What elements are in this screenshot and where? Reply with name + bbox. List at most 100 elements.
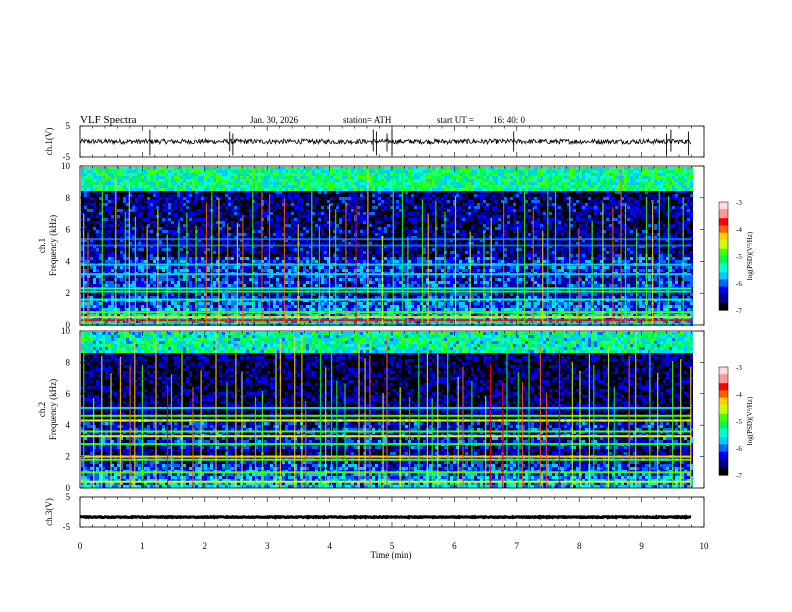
spectrogram-cell xyxy=(246,296,249,299)
spectrogram-cell xyxy=(351,230,354,233)
spectrogram-cell xyxy=(336,266,339,269)
spectrogram-cell xyxy=(96,266,99,269)
spectrogram-cell xyxy=(279,281,282,284)
spectrogram-cell xyxy=(180,305,183,308)
spectrogram-cell xyxy=(303,293,306,296)
spectrogram-cell xyxy=(84,239,87,242)
spectrogram-cell xyxy=(315,302,318,305)
spectrogram-cell xyxy=(150,203,153,206)
spectrogram-cell xyxy=(120,227,123,230)
spectrogram-cell xyxy=(309,224,312,227)
spectrogram-cell xyxy=(252,212,255,215)
spectrogram-cell xyxy=(330,194,333,197)
spectrogram-cell xyxy=(183,314,186,317)
spectrogram-cell xyxy=(120,212,123,215)
spectrogram-cell xyxy=(219,251,222,254)
spectrogram-cell xyxy=(126,224,129,227)
spectrogram-cell xyxy=(171,242,174,245)
spectrogram-cell xyxy=(294,200,297,203)
spectrogram-cell xyxy=(126,197,129,200)
spectrogram-cell xyxy=(192,293,195,296)
spectrogram-cell xyxy=(99,218,102,221)
spectrogram-cell xyxy=(216,302,219,305)
spectrogram-cell xyxy=(270,248,273,251)
spectrogram-cell xyxy=(183,188,186,191)
spectrogram-cell xyxy=(240,266,243,269)
spectrogram-cell xyxy=(288,233,291,236)
spectrogram-cell xyxy=(336,209,339,212)
spectrogram-cell xyxy=(108,308,111,311)
spectrogram-cell xyxy=(285,227,288,230)
spectrogram-cell xyxy=(327,218,330,221)
spectrogram-cell xyxy=(162,269,165,272)
spectrogram-cell xyxy=(201,197,204,200)
spectrogram-cell xyxy=(171,281,174,284)
spectrogram-cell xyxy=(201,242,204,245)
spectrogram-cell xyxy=(162,218,165,221)
spectrogram-cell xyxy=(240,317,243,320)
spectrogram-cell xyxy=(135,206,138,209)
spectrogram-cell xyxy=(153,194,156,197)
spectrogram-cell xyxy=(267,314,270,317)
spectrogram-cell xyxy=(168,242,171,245)
spectrogram-cell xyxy=(201,251,204,254)
spectrogram-cell xyxy=(327,308,330,311)
spectrogram-cell xyxy=(162,191,165,194)
spectrogram-cell xyxy=(96,215,99,218)
spectrogram-cell xyxy=(150,302,153,305)
spectrogram-cell xyxy=(237,221,240,224)
spectrogram-cell xyxy=(129,269,132,272)
spectrogram-cell xyxy=(228,251,231,254)
spectrogram-cell xyxy=(321,170,324,173)
spectrogram-cell xyxy=(198,188,201,191)
spectrogram-cell xyxy=(219,206,222,209)
spectrogram-cell xyxy=(183,176,186,179)
spectrogram-cell xyxy=(165,173,168,176)
spectrogram-cell xyxy=(234,266,237,269)
spectrogram-cell xyxy=(171,314,174,317)
spectrogram-cell xyxy=(201,218,204,221)
spectrogram-cell xyxy=(192,206,195,209)
spectrogram-cell xyxy=(216,191,219,194)
spectrogram-cell xyxy=(312,275,315,278)
spectrogram-cell xyxy=(231,251,234,254)
spectrogram-cell xyxy=(309,176,312,179)
spectrogram-cell xyxy=(342,233,345,236)
spectrogram-cell xyxy=(213,236,216,239)
spectrogram-cell xyxy=(171,251,174,254)
spectrogram-cell xyxy=(300,233,303,236)
spectrogram-cell xyxy=(282,317,285,320)
spectrogram-cell xyxy=(264,194,267,197)
spectrogram-cell xyxy=(117,284,120,287)
spectrogram-cell xyxy=(309,194,312,197)
spectrogram-cell xyxy=(300,314,303,317)
spectrogram-cell xyxy=(117,224,120,227)
spectrogram-cell xyxy=(201,191,204,194)
spectrogram-cell xyxy=(201,308,204,311)
spectrogram-cell xyxy=(285,209,288,212)
spectrogram-cell xyxy=(315,323,318,326)
spectrogram-cell xyxy=(111,218,114,221)
spectrogram-cell xyxy=(231,281,234,284)
spectrogram-cell xyxy=(207,215,210,218)
spectrogram-cell xyxy=(207,182,210,185)
spectrogram-cell xyxy=(111,173,114,176)
spectrogram-cell xyxy=(252,305,255,308)
spectrogram-cell xyxy=(141,278,144,281)
spectrogram-cell xyxy=(348,323,351,326)
spectrogram-cell xyxy=(120,266,123,269)
spectrogram-cell xyxy=(315,182,318,185)
spectrogram-cell xyxy=(117,266,120,269)
spectrogram-cell xyxy=(156,170,159,173)
spectrogram-cell xyxy=(219,224,222,227)
spectrogram-cell xyxy=(237,248,240,251)
spectrogram-cell xyxy=(276,278,279,281)
spectrogram-cell xyxy=(276,236,279,239)
spectrogram-cell xyxy=(93,314,96,317)
spectrogram-cell xyxy=(93,173,96,176)
spectrogram-cell xyxy=(240,308,243,311)
spectrogram-cell xyxy=(207,212,210,215)
spectrogram-cell xyxy=(144,293,147,296)
spectrogram-cell xyxy=(171,317,174,320)
spectrogram-cell xyxy=(81,275,84,278)
